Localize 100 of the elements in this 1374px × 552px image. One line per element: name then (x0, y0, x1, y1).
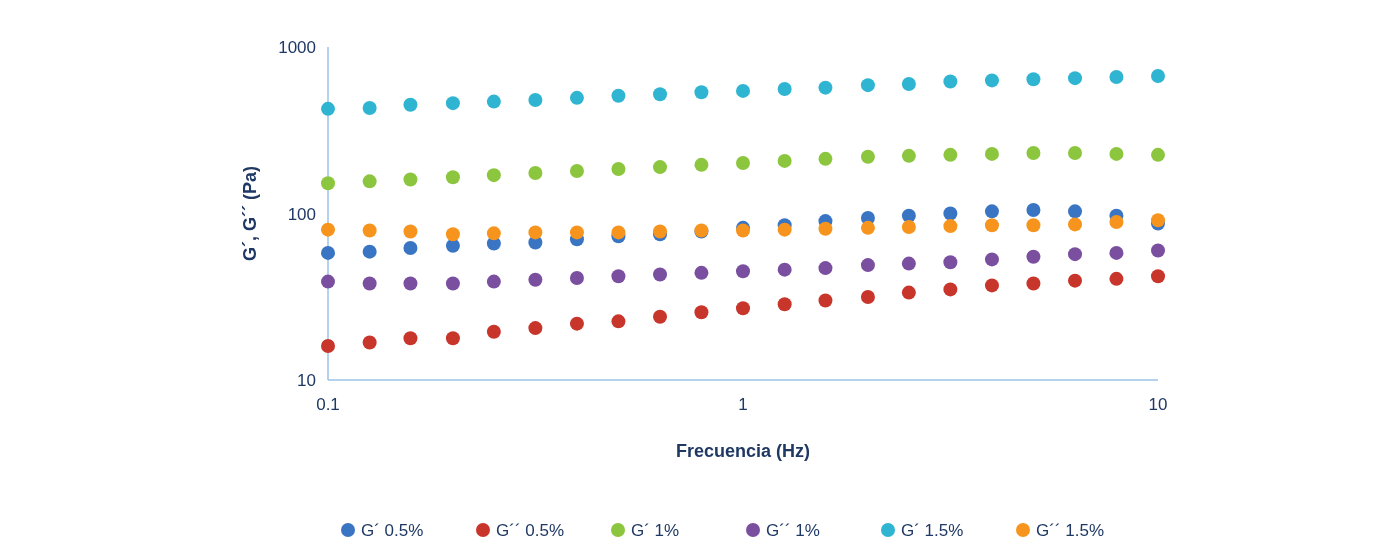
point (653, 309, 668, 324)
x-tick-label: 1 (738, 395, 748, 414)
point (611, 269, 626, 284)
point (777, 81, 792, 96)
point (528, 225, 543, 240)
point (1068, 204, 1083, 219)
point (818, 80, 833, 95)
point (611, 88, 626, 103)
point (777, 222, 792, 237)
point (694, 305, 709, 320)
point (362, 174, 377, 189)
point (1109, 70, 1124, 85)
point (1109, 245, 1124, 260)
point (1151, 147, 1165, 162)
point (403, 172, 418, 187)
point (528, 166, 543, 181)
point (943, 147, 958, 162)
point (901, 219, 916, 234)
point (569, 316, 584, 331)
y-tick-label: 10 (297, 371, 316, 390)
point (569, 90, 584, 105)
point (860, 149, 875, 164)
point (486, 226, 501, 241)
point (486, 324, 501, 339)
point (445, 170, 460, 185)
point (1151, 68, 1165, 83)
point (736, 156, 750, 171)
point (860, 220, 875, 235)
point (984, 278, 999, 293)
point (901, 148, 916, 163)
point (818, 221, 833, 236)
point (611, 225, 626, 240)
point (777, 297, 792, 312)
legend-label: G´´ 1% (766, 521, 820, 540)
point (403, 241, 418, 256)
legend-label: G´ 1.5% (901, 521, 964, 540)
point (984, 204, 999, 219)
point (445, 96, 460, 111)
point (694, 265, 709, 280)
x-tick-label: 10 (1148, 395, 1168, 414)
point (777, 153, 792, 168)
point (901, 76, 916, 91)
point (321, 101, 335, 116)
point (321, 274, 335, 289)
legend-label: G´ 0.5% (361, 521, 424, 540)
point (943, 219, 958, 234)
point (984, 218, 999, 233)
point (569, 225, 584, 240)
point (321, 339, 335, 354)
point (736, 264, 750, 279)
point (1068, 273, 1083, 288)
legend-label: G´´ 1.5% (1036, 521, 1105, 540)
point (1026, 218, 1041, 233)
point (1109, 271, 1124, 286)
point (362, 244, 377, 259)
point (984, 73, 999, 88)
y-tick-label: 1000 (278, 38, 316, 57)
x-axis-title: Frecuencia (Hz) (675, 441, 811, 461)
point (569, 270, 584, 285)
point (653, 267, 668, 282)
point (528, 272, 543, 287)
point (1151, 269, 1165, 284)
point (1026, 145, 1041, 160)
point (818, 151, 833, 166)
point (736, 83, 750, 98)
point (984, 146, 999, 161)
legend-label: G´ 1% (631, 521, 680, 540)
point (943, 74, 958, 89)
point (1026, 249, 1041, 264)
point (694, 85, 709, 100)
point (1068, 217, 1083, 232)
point (984, 252, 999, 267)
point (860, 78, 875, 93)
point (569, 164, 584, 178)
point (321, 222, 335, 237)
point (943, 255, 958, 270)
y-tick-label: 100 (287, 204, 316, 224)
point (528, 93, 543, 108)
point (736, 301, 750, 316)
point (943, 206, 958, 221)
point (694, 157, 709, 172)
point (901, 256, 916, 271)
point (818, 293, 833, 308)
point (528, 321, 543, 336)
point (611, 314, 626, 329)
point (1026, 276, 1041, 291)
point (403, 276, 418, 291)
point (362, 276, 377, 291)
point (445, 331, 460, 346)
point (1151, 243, 1165, 258)
x-tick-label: 0.1 (316, 395, 340, 414)
point (1068, 247, 1083, 262)
point (1026, 72, 1041, 87)
point (653, 87, 668, 102)
point (943, 282, 958, 297)
point (653, 160, 668, 175)
point (1068, 71, 1083, 86)
point (777, 262, 792, 277)
point (1109, 214, 1124, 229)
point (321, 245, 335, 260)
